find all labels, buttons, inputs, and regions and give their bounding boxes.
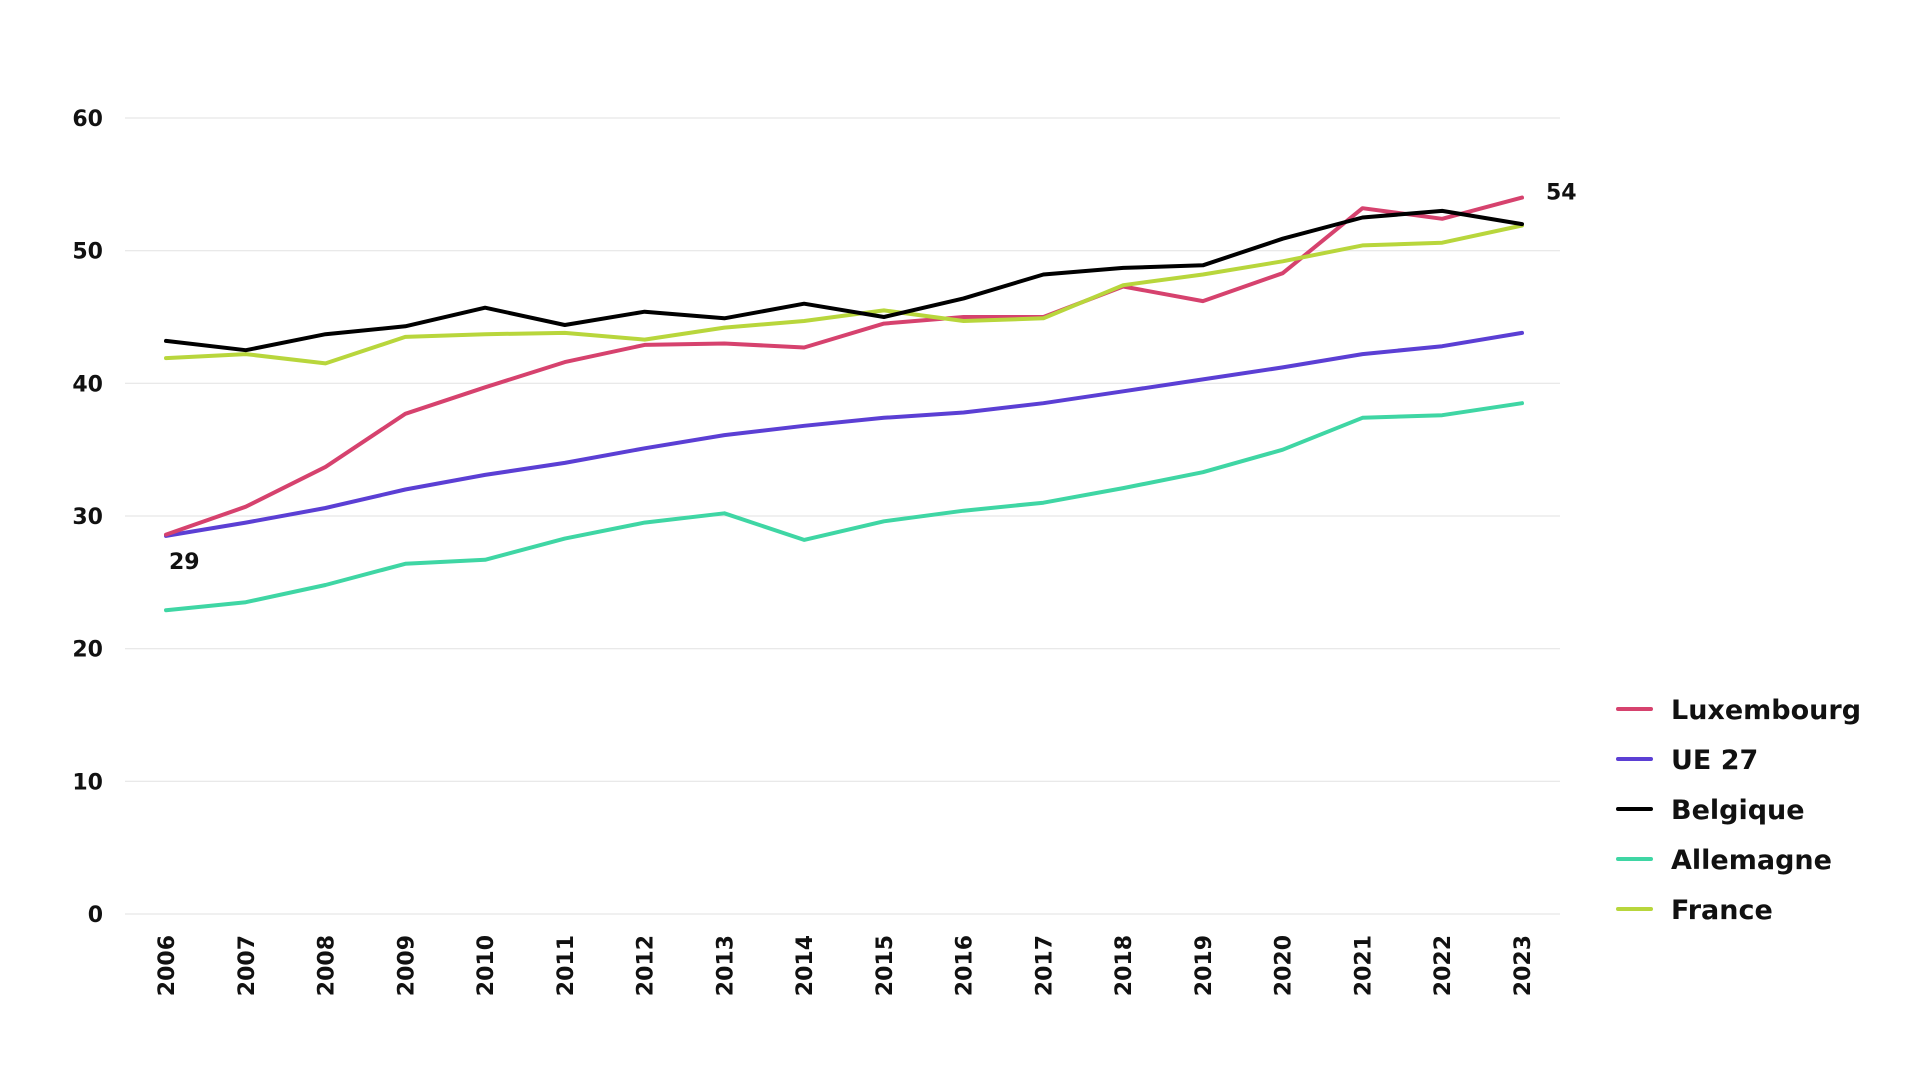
x-tick-label: 2014: [793, 935, 818, 996]
data-label: 54: [1546, 181, 1577, 206]
legend-label: Luxembourg: [1671, 695, 1861, 726]
x-tick-label: 2022: [1431, 935, 1456, 996]
x-tick-label: 2018: [1112, 935, 1137, 996]
x-tick-label: 2007: [235, 935, 260, 996]
x-tick-label: 2019: [1192, 935, 1217, 996]
y-tick-label: 10: [72, 770, 103, 795]
series-line-belgique: [164, 208, 1524, 353]
x-tick-label: 2010: [474, 935, 499, 996]
x-tick-label: 2017: [1032, 935, 1057, 996]
series-line-france: [164, 223, 1524, 366]
y-tick-label: 30: [72, 505, 103, 530]
y-axis-ticks: 0 10 20 30 40 50 60: [72, 107, 103, 928]
x-tick-label: 2021: [1351, 935, 1376, 996]
legend: Luxembourg UE 27 Belgique Allemagne France: [1616, 695, 1861, 926]
legend-label: UE 27: [1671, 745, 1758, 776]
series-line-allemagne: [164, 401, 1524, 613]
data-label: 29: [169, 550, 200, 575]
y-tick-label: 0: [88, 903, 103, 928]
x-tick-label: 2008: [315, 935, 340, 996]
series-line-luxembourg: [164, 195, 1524, 537]
legend-label: France: [1671, 895, 1773, 926]
legend-label: Allemagne: [1671, 845, 1832, 876]
x-tick-label: 2006: [155, 935, 180, 996]
data-labels: 29 54: [169, 181, 1577, 575]
y-tick-label: 40: [72, 372, 103, 397]
grid-lines: [125, 117, 1560, 915]
x-tick-label: 2023: [1511, 935, 1536, 996]
legend-label: Belgique: [1671, 795, 1805, 826]
y-tick-label: 50: [72, 240, 103, 265]
x-tick-label: 2013: [713, 935, 738, 996]
x-tick-label: 2012: [634, 935, 659, 996]
x-tick-label: 2016: [953, 935, 978, 996]
x-tick-label: 2015: [873, 935, 898, 996]
series-line-ue-27: [164, 330, 1524, 538]
x-tick-label: 2020: [1272, 935, 1297, 996]
x-axis-ticks: 2006 2007 2008 2009 2010 2011 2012 2013 2014 2015…: [155, 935, 1536, 996]
x-tick-label: 2009: [394, 935, 419, 996]
series-lines: [164, 195, 1524, 613]
x-tick-label: 2011: [554, 935, 579, 996]
y-tick-label: 60: [72, 107, 103, 132]
y-tick-label: 20: [72, 638, 103, 663]
